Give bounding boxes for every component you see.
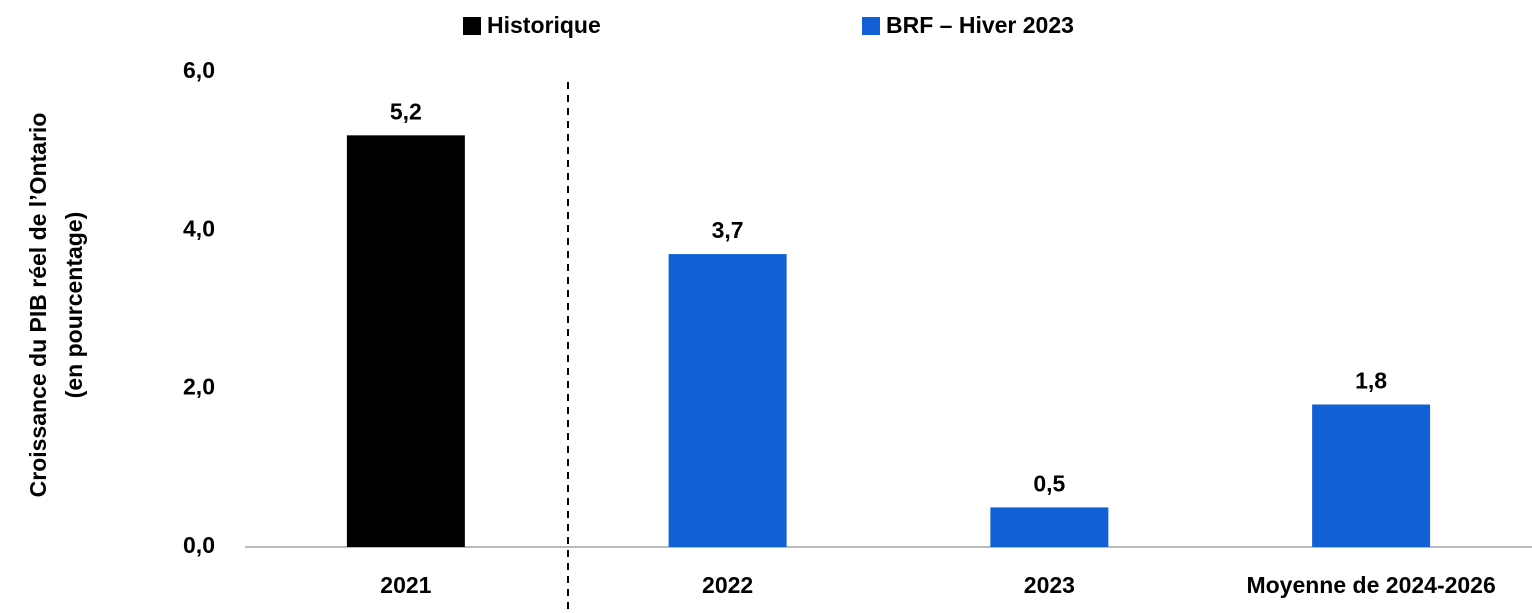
- y-tick-label: 0,0: [183, 532, 215, 558]
- bar: [346, 135, 465, 548]
- value-label: 1,8: [1355, 368, 1387, 394]
- y-tick-label: 2,0: [183, 374, 215, 400]
- x-tick-label: Moyenne de 2024-2026: [1246, 572, 1495, 598]
- x-tick-label: 2021: [380, 572, 431, 598]
- bar: [990, 507, 1109, 547]
- y-axis-title-line: (en pourcentage): [61, 212, 87, 399]
- y-tick-label: 4,0: [183, 215, 215, 241]
- legend-label: BRF – Hiver 2023: [886, 12, 1074, 38]
- value-label: 0,5: [1033, 470, 1065, 496]
- y-tick-label: 6,0: [183, 57, 215, 83]
- legend-swatch: [862, 17, 880, 35]
- y-axis-title: Croissance du PIB réel de l’Ontario (en p…: [25, 113, 87, 498]
- x-tick-label: 2022: [702, 572, 753, 598]
- bar: [1312, 404, 1431, 547]
- y-axis-title-line: Croissance du PIB réel de l’Ontario: [25, 113, 51, 498]
- x-tick-label: 2023: [1024, 572, 1075, 598]
- value-label: 5,2: [390, 98, 422, 124]
- legend-label: Historique: [487, 12, 601, 38]
- legend-swatch: [463, 17, 481, 35]
- bar: [668, 254, 787, 548]
- value-label: 3,7: [712, 217, 744, 243]
